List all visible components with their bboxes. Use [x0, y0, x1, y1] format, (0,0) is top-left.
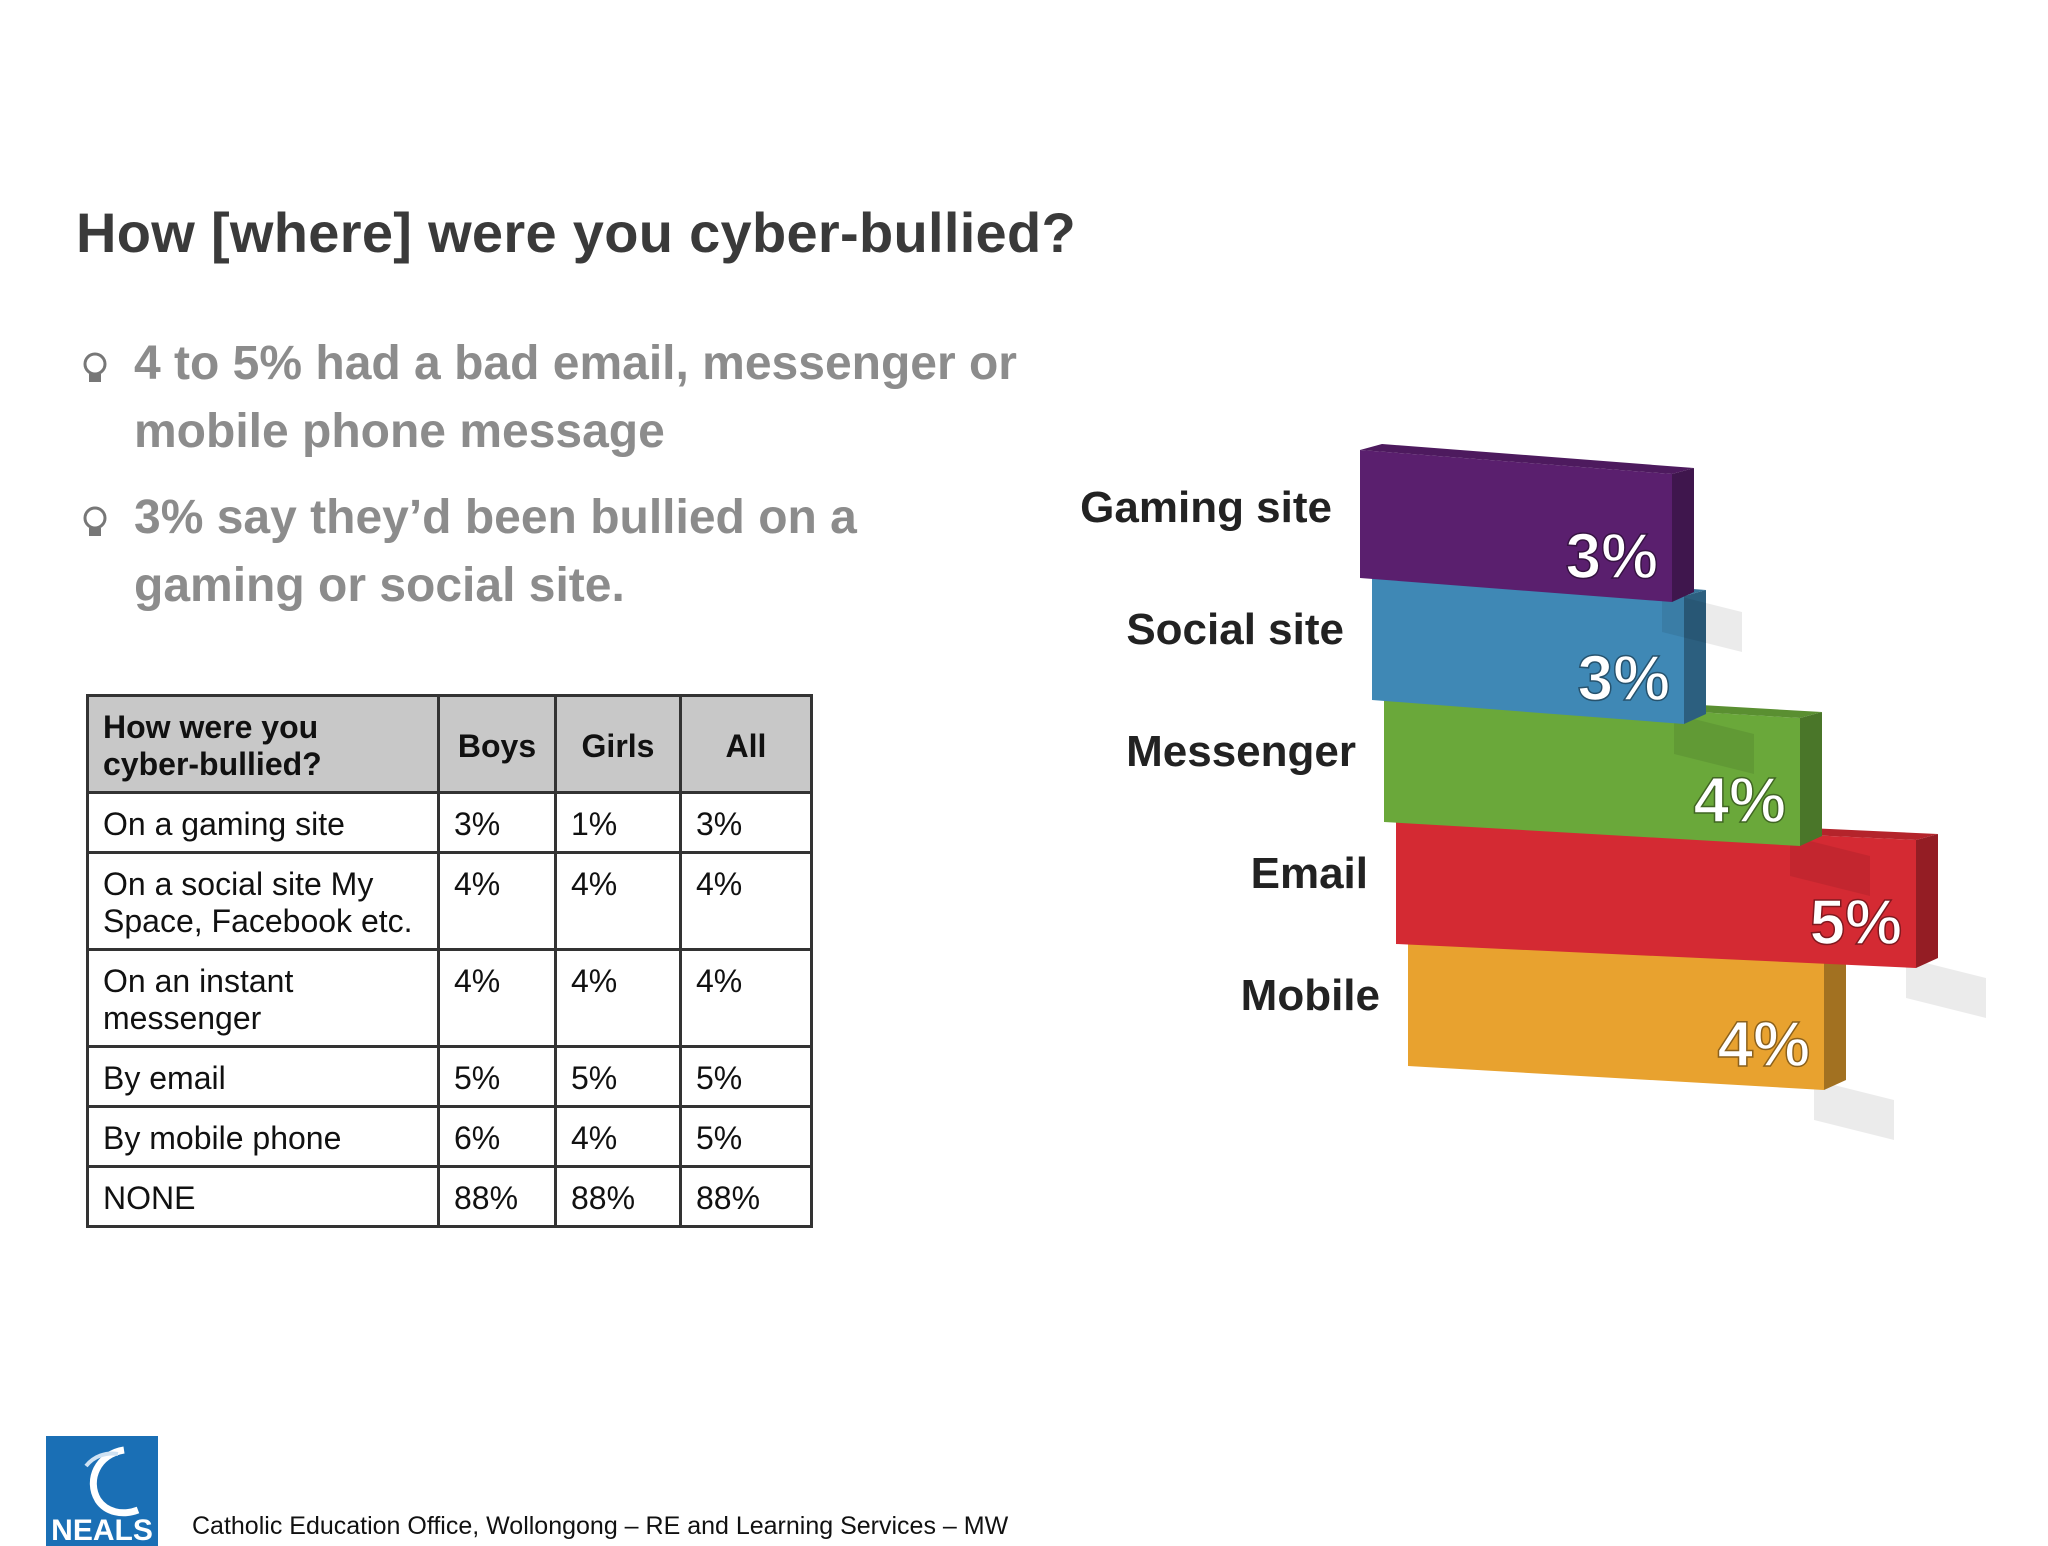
- bar-end: [1800, 712, 1822, 846]
- bullet-item: 4 to 5% had a bad email, messenger or mo…: [76, 330, 1036, 466]
- bar-end: [1672, 468, 1694, 602]
- category-label: Email: [1251, 849, 1368, 898]
- table-cell: 5%: [679, 1045, 813, 1108]
- table-row: On a social site My Space, Facebook etc.…: [86, 851, 813, 951]
- bar-front: [1408, 938, 1824, 1090]
- slide-title: How [where] were you cyber-bullied?: [76, 201, 1077, 264]
- category-label: Messenger: [1126, 727, 1356, 776]
- table-header-boys: Boys: [437, 694, 557, 794]
- bullet-text: 3% say they’d been bullied on a gaming o…: [134, 491, 857, 612]
- lightbulb-icon: [83, 506, 107, 536]
- table-cell: 5%: [679, 1105, 813, 1168]
- table-cell: 4%: [679, 851, 813, 951]
- bullet-list: 4 to 5% had a bad email, messenger or mo…: [76, 330, 1036, 638]
- results-table: How were you cyber-bullied? Boys Girls A…: [86, 694, 813, 1228]
- bar-shadow: [1790, 836, 1870, 896]
- table-cell: On a gaming site: [86, 791, 440, 854]
- table-cell: 88%: [554, 1165, 682, 1228]
- table-row: NONE 88% 88% 88%: [86, 1165, 813, 1228]
- bar-top: [1360, 444, 1694, 474]
- table-header-row: How were you cyber-bullied? Boys Girls A…: [86, 694, 813, 794]
- category-label: Gaming site: [1080, 483, 1332, 532]
- table-cell: NONE: [86, 1165, 440, 1228]
- bullet-text: 4 to 5% had a bad email, messenger or mo…: [134, 337, 1017, 458]
- table-cell: 1%: [554, 791, 682, 854]
- table-cell: 5%: [554, 1045, 682, 1108]
- bar-front: [1396, 816, 1916, 968]
- bar-shadow: [1674, 714, 1754, 774]
- table-cell: 4%: [437, 851, 557, 951]
- table-cell: 4%: [554, 948, 682, 1048]
- table-header-girls: Girls: [554, 694, 682, 794]
- bar-end: [1824, 956, 1846, 1090]
- data-label: 5%: [1810, 886, 1903, 958]
- table-cell: 4%: [554, 851, 682, 951]
- table-cell: 3%: [437, 791, 557, 854]
- table-cell: 4%: [437, 948, 557, 1048]
- bar-shadow: [1814, 1080, 1894, 1140]
- table-cell: By mobile phone: [86, 1105, 440, 1168]
- neals-logo: NEALS: [46, 1436, 158, 1546]
- table-header-question: How were you cyber-bullied?: [86, 694, 440, 794]
- bar-chart: Mobile 4% Email 5% Messenger 4% Social site 3% G…: [1080, 444, 1986, 1140]
- table-row: On a gaming site 3% 1% 3%: [86, 791, 813, 854]
- table-cell: By email: [86, 1045, 440, 1108]
- category-label: Social site: [1126, 605, 1344, 654]
- category-label: Mobile: [1241, 971, 1380, 1020]
- table-row: By mobile phone 6% 4% 5%: [86, 1105, 813, 1168]
- table-cell: On an instant messenger: [86, 948, 440, 1048]
- table-header-all: All: [679, 694, 813, 794]
- table-cell: On a social site My Space, Facebook etc.: [86, 851, 440, 951]
- bullet-item: 3% say they’d been bullied on a gaming o…: [76, 484, 1036, 620]
- bar-shadow: [1662, 592, 1742, 652]
- bar-end: [1684, 590, 1706, 724]
- table-cell: 88%: [679, 1165, 813, 1228]
- lightbulb-icon: [83, 352, 107, 382]
- data-label: 3%: [1566, 520, 1659, 592]
- data-label: 3%: [1578, 642, 1671, 714]
- bar-end: [1916, 834, 1938, 968]
- bar-front: [1360, 450, 1672, 602]
- table-cell: 5%: [437, 1045, 557, 1108]
- bar-front: [1372, 572, 1684, 724]
- footer-text: Catholic Education Office, Wollongong – …: [192, 1512, 1009, 1540]
- bar-front: [1384, 694, 1800, 846]
- table-cell: 4%: [554, 1105, 682, 1168]
- data-label: 4%: [1694, 764, 1787, 836]
- table-cell: 6%: [437, 1105, 557, 1168]
- table-cell: 3%: [679, 791, 813, 854]
- table-row: By email 5% 5% 5%: [86, 1045, 813, 1108]
- table-row: On an instant messenger 4% 4% 4%: [86, 948, 813, 1048]
- logo-text: NEALS: [51, 1514, 153, 1546]
- bar-shadow: [1906, 958, 1986, 1018]
- table-cell: 4%: [679, 948, 813, 1048]
- data-label: 4%: [1718, 1008, 1811, 1080]
- table-cell: 88%: [437, 1165, 557, 1228]
